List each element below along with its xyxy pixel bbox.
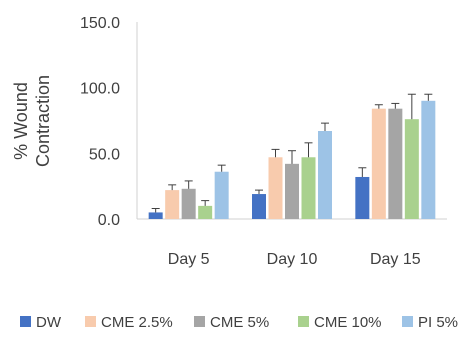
legend-swatch bbox=[85, 316, 96, 327]
x-tick-label: Day 10 bbox=[267, 251, 318, 268]
bar bbox=[388, 108, 403, 219]
legend-swatch bbox=[20, 316, 31, 327]
legend-swatch bbox=[194, 316, 205, 327]
legend-swatch bbox=[298, 316, 309, 327]
bar bbox=[198, 205, 213, 219]
legend: DW CME 2.5% CME 5% CME 10% PI 5% bbox=[20, 314, 458, 331]
bars bbox=[148, 93, 436, 219]
y-axis-title-line: % Wound bbox=[11, 82, 31, 160]
legend-label: CME 5% bbox=[210, 314, 269, 331]
x-axis-ticks: Day 5 Day 10 Day 15 bbox=[168, 251, 421, 268]
y-tick-label: 50.0 bbox=[89, 146, 120, 163]
bar bbox=[421, 100, 436, 219]
y-axis-title: % Wound Contraction bbox=[11, 75, 53, 167]
bar bbox=[301, 157, 316, 219]
bar bbox=[268, 157, 283, 219]
y-tick-label: 150.0 bbox=[80, 15, 120, 32]
legend-label: PI 5% bbox=[418, 314, 458, 331]
bar bbox=[371, 108, 386, 219]
legend-label: CME 2.5% bbox=[101, 314, 173, 331]
bar bbox=[285, 163, 299, 219]
y-tick-label: 0.0 bbox=[98, 212, 120, 229]
bar bbox=[355, 176, 370, 219]
bar bbox=[214, 171, 229, 219]
legend-label: DW bbox=[36, 314, 62, 331]
x-tick-label: Day 5 bbox=[168, 251, 210, 268]
bar bbox=[165, 190, 180, 219]
bar bbox=[148, 212, 163, 219]
bar bbox=[318, 131, 332, 219]
y-tick-label: 100.0 bbox=[80, 81, 120, 98]
y-axis-ticks: 0.0 50.0 100.0 150.0 bbox=[80, 15, 120, 229]
legend-label: CME 10% bbox=[314, 314, 382, 331]
bar bbox=[181, 188, 196, 219]
bar bbox=[404, 119, 419, 219]
bar bbox=[252, 194, 266, 219]
y-axis-title-line: Contraction bbox=[33, 75, 53, 167]
x-tick-label: Day 15 bbox=[370, 251, 421, 268]
y-axis-label: % Wound Contraction bbox=[11, 75, 53, 167]
legend-swatch bbox=[402, 316, 413, 327]
